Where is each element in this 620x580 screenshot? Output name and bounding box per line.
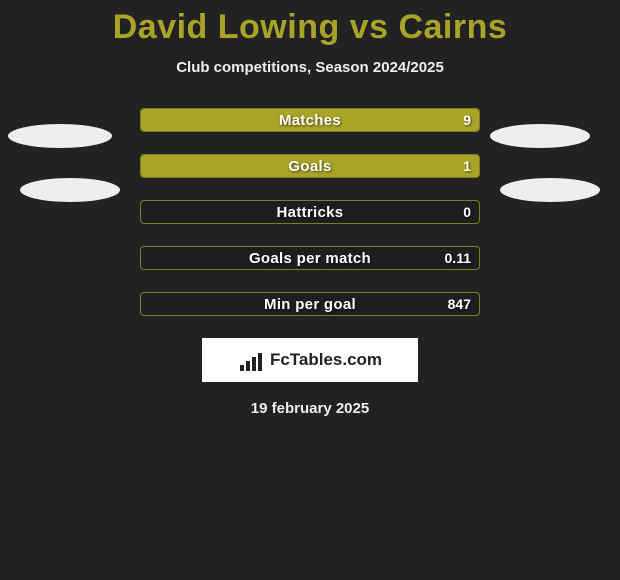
page-title: David Lowing vs Cairns [0,0,620,47]
date-label: 19 february 2025 [0,400,620,417]
bars-chart-icon [238,349,264,371]
stats-bars: Matches9Goals1Hattricks0Goals per match0… [140,108,480,316]
stat-bar-label: Min per goal [141,293,479,315]
logo-bar-segment [252,357,256,371]
stat-bar-label: Goals [141,155,479,177]
stat-bar: Hattricks0 [140,200,480,224]
logo-bar-segment [258,353,262,371]
stat-bar-value: 1 [463,155,471,177]
page-subtitle: Club competitions, Season 2024/2025 [0,59,620,76]
stat-bar: Matches9 [140,108,480,132]
fctables-logo[interactable]: FcTables.com [202,338,418,382]
stat-bar: Goals1 [140,154,480,178]
stat-bar: Goals per match0.11 [140,246,480,270]
stat-bar-value: 847 [448,293,471,315]
stat-bar-label: Hattricks [141,201,479,223]
avatar-ellipse [20,178,120,202]
avatar-ellipse [500,178,600,202]
avatar-ellipse [8,124,112,148]
logo-bar-segment [240,365,244,371]
stat-bar-label: Goals per match [141,247,479,269]
avatar-ellipse [490,124,590,148]
stat-bar-label: Matches [141,109,479,131]
logo-text: FcTables.com [270,350,382,370]
stat-bar: Min per goal847 [140,292,480,316]
stat-bar-value: 0 [463,201,471,223]
stat-bar-value: 9 [463,109,471,131]
logo-bar-segment [246,361,250,371]
stat-bar-value: 0.11 [445,247,471,269]
